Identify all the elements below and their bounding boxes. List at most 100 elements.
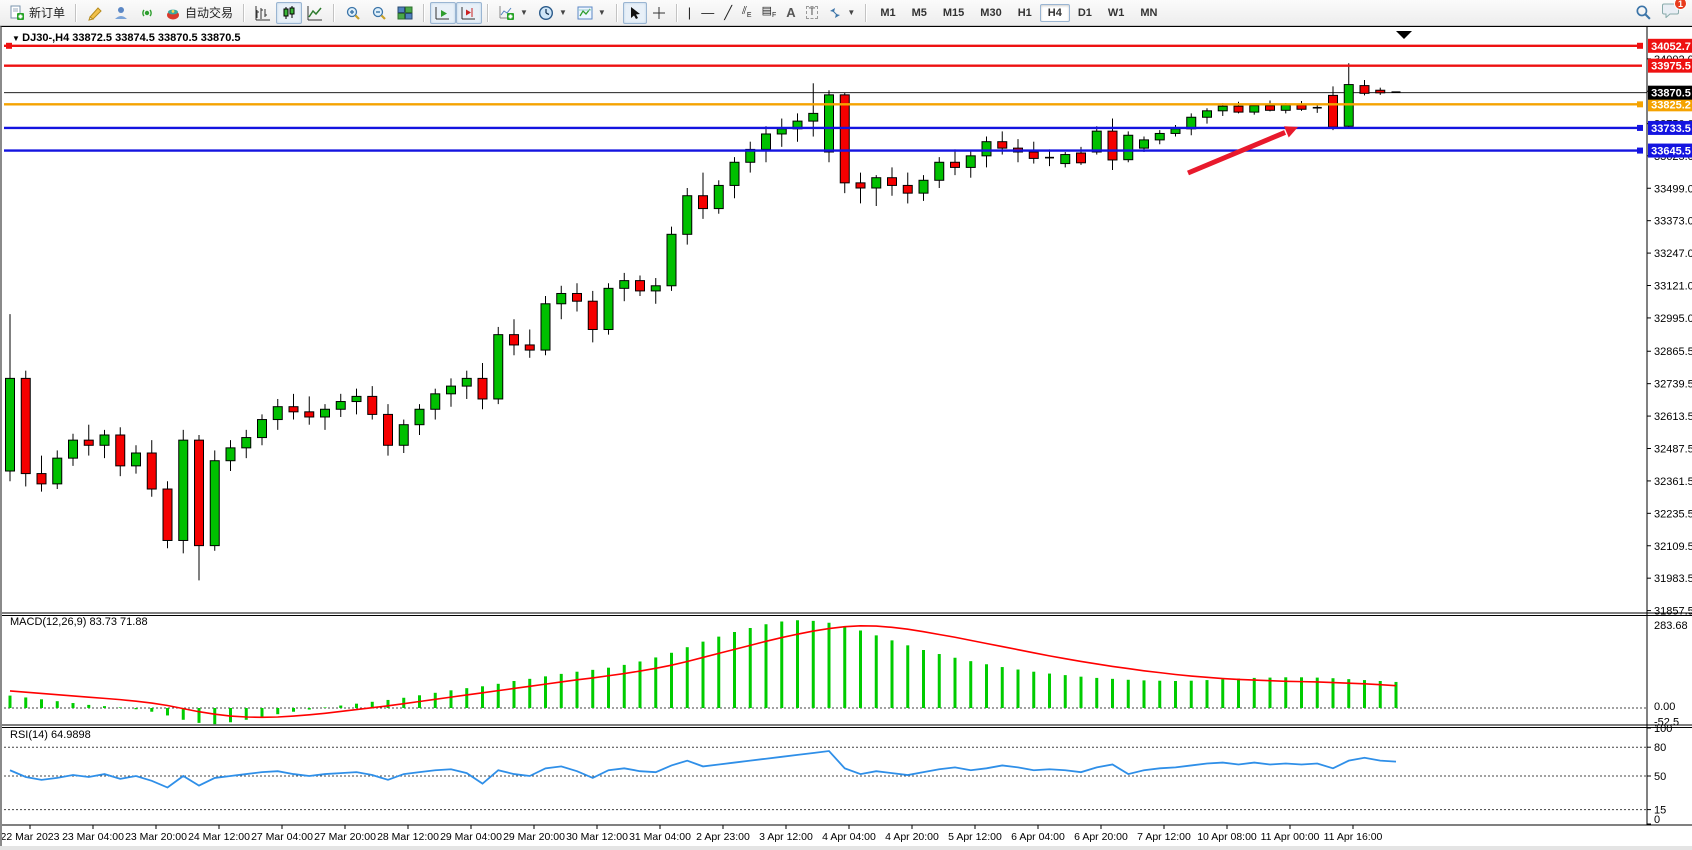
candle-body [587,300,598,331]
time-label[interactable]: 2 Apr 23:00 [696,831,750,843]
fibonacci-tool-button[interactable]: ▤F [757,2,782,24]
candle-body [288,406,299,413]
time-label[interactable]: 4 Apr 04:00 [822,831,876,843]
channel-icon: ⫽E [742,4,752,20]
text-label-tool-button[interactable]: T [801,2,824,24]
time-label[interactable]: 11 Apr 16:00 [1324,831,1383,843]
templates-button[interactable]: ▼ [572,2,611,24]
arrow-annotation[interactable] [1187,130,1287,176]
timeframe-button-mn[interactable]: MN [1140,6,1158,19]
cursor-tool-button[interactable] [622,1,647,24]
zoom-in-icon [346,6,360,20]
equidistant-channel-tool-button[interactable]: ⫽E [737,2,757,24]
price-tick-label: 33247.0 [1654,248,1692,260]
auto-trading-button[interactable]: 自动交易 [160,2,238,24]
hline-anchor [1637,147,1643,154]
timeframe-button-h1[interactable]: H1 [1017,6,1032,19]
toolbar-separator [675,3,678,22]
candle-body [713,184,724,210]
arrows-tool-button[interactable]: ▼ [823,2,860,24]
text-tool-button[interactable]: A [781,2,800,24]
time-label[interactable]: 30 Mar 12:00 [566,831,628,843]
symbol-dropdown-arrow[interactable]: ▼ [12,34,23,43]
candle-body [335,401,346,410]
indicators-button[interactable]: ▼ [494,2,533,24]
time-label[interactable]: 4 Apr 20:00 [885,831,939,843]
price-badge-text: 33825.2 [1651,99,1691,111]
time-label[interactable]: 24 Mar 12:00 [188,831,250,843]
time-label[interactable]: 28 Mar 12:00 [377,831,439,843]
zoom-in-button[interactable] [340,2,366,24]
macd-max-label: 283.68 [1654,620,1688,632]
auto-trading-icon [167,9,180,19]
profile-button[interactable] [108,2,134,24]
time-label[interactable]: 10 Apr 08:00 [1197,831,1257,843]
chart-shift-button[interactable] [456,1,483,24]
candle-body [1328,94,1338,128]
time-label[interactable]: 6 Apr 20:00 [1074,831,1128,843]
chart-shift-marker[interactable] [1396,31,1412,39]
candle-body [871,177,882,189]
search-icon[interactable] [1635,4,1652,21]
candle-body [1028,151,1039,159]
candle-body [1375,89,1386,94]
chart-canvas[interactable]: 34002.033876.033750.033625.033499.033373… [2,27,1692,847]
time-label[interactable]: 27 Mar 04:00 [251,831,313,843]
time-label[interactable]: 23 Mar 20:00 [125,831,187,843]
arrow-annotation-head[interactable] [1284,126,1298,138]
dropdown-caret: ▼ [558,8,567,17]
price-badge [1648,58,1692,73]
vertical-line-tool-button[interactable]: | [683,2,696,24]
price-tick-label: 32109.5 [1654,541,1692,553]
time-label[interactable]: 22 Mar 2023 [2,831,60,843]
candlestick-icon [283,5,295,19]
tile-windows-button[interactable] [392,2,418,24]
timeframe-button-w1[interactable]: W1 [1107,6,1125,19]
current-price-badge-text: 33870.5 [1651,88,1691,100]
new-order-button[interactable]: 新订单 [4,2,70,24]
timeframe-group: M1 M5 M15 M30 H1 H4 D1 W1 MN [872,1,1165,25]
time-label[interactable]: 29 Mar 20:00 [503,831,565,843]
timeframe-button-h4[interactable]: H4 [1039,3,1070,22]
notifications-button[interactable]: 1 [1662,0,1687,23]
candle-body [1170,128,1181,134]
candle-body [383,413,393,446]
bar-chart-mode-button[interactable] [250,2,276,24]
candle-body [808,112,819,122]
candle-body [650,285,661,292]
toolbar-separator [243,3,246,22]
chart-window: ▼ DJ30-,H4 33872.5 33874.5 33870.5 33870… [0,26,1692,846]
candlestick-mode-button[interactable] [276,1,303,24]
time-label[interactable]: 3 Apr 12:00 [759,831,813,843]
timeframe-button-m15[interactable]: M15 [942,6,965,19]
template-icon [577,6,593,19]
timeframe-button-m5[interactable]: M5 [911,6,927,19]
styles-button[interactable] [82,2,108,24]
price-tick-label: 31983.5 [1654,573,1692,585]
time-label[interactable]: 6 Apr 04:00 [1011,831,1065,843]
time-label[interactable]: 7 Apr 12:00 [1137,831,1191,843]
time-label[interactable]: 5 Apr 12:00 [948,831,1002,843]
time-label[interactable]: 31 Mar 04:00 [629,831,691,843]
time-label[interactable]: 11 Apr 00:00 [1261,831,1320,843]
time-label[interactable]: 23 Mar 04:00 [62,831,124,843]
price-tick-label: 31857.5 [1654,606,1692,618]
signals-button[interactable] [134,2,160,24]
auto-scroll-button[interactable] [430,1,457,24]
trendline-tool-button[interactable]: ╱ [719,2,737,24]
candle-body [981,141,992,157]
new-order-label: 新订单 [29,6,66,20]
crosshair-tool-button[interactable] [647,2,671,24]
signals-icon [142,9,152,16]
timeframe-button-m1[interactable]: M1 [880,6,896,19]
periods-button[interactable]: ▼ [533,2,572,24]
zoom-out-button[interactable] [366,2,392,24]
time-label[interactable]: 29 Mar 04:00 [440,831,502,843]
timeframe-button-m30[interactable]: M30 [980,6,1002,19]
time-label[interactable]: 27 Mar 20:00 [314,831,376,843]
horizontal-line-tool-button[interactable]: — [696,2,719,24]
line-chart-mode-button[interactable] [302,2,328,24]
timeframe-button-d1[interactable]: D1 [1077,6,1092,19]
candle-body [1091,130,1102,153]
rsi-level-label: 50 [1654,771,1666,783]
